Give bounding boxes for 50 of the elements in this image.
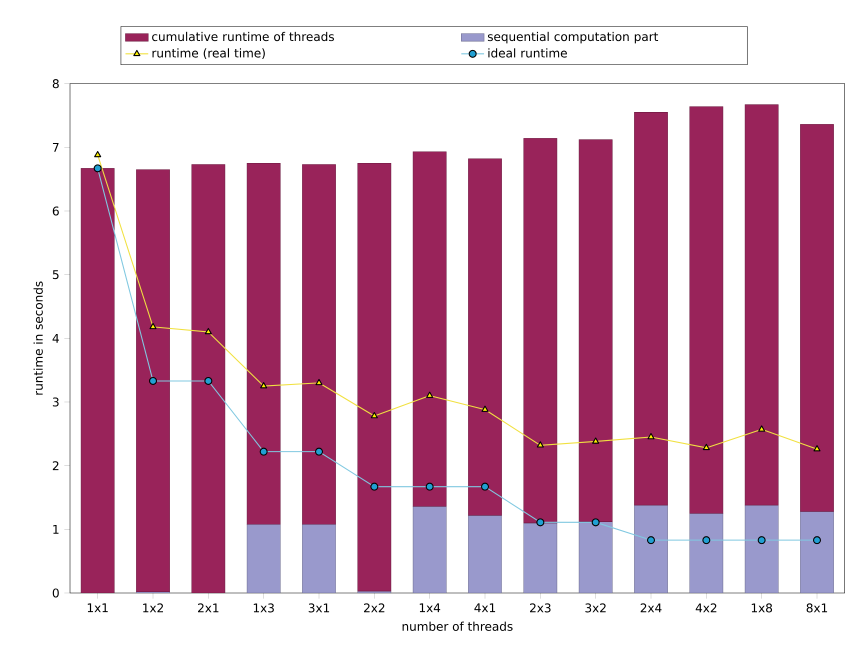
bar: [689, 513, 724, 593]
bar: [246, 524, 281, 593]
y-tick-label: 2: [52, 461, 58, 470]
x-tick-label: 2x1: [198, 603, 218, 612]
x-tick-label: 1x1: [88, 603, 108, 612]
bar: [136, 169, 170, 592]
legend-label: cumulative runtime of threads: [152, 32, 334, 42]
bar: [689, 106, 724, 514]
bar: [744, 504, 779, 593]
bar: [578, 139, 613, 522]
bar: [578, 521, 613, 593]
bar: [800, 124, 834, 512]
bar: [302, 524, 336, 593]
x-axis-title: number of threads: [402, 622, 513, 631]
x-tick-label: 2x3: [530, 603, 551, 612]
bar: [523, 138, 558, 524]
y-tick-label: 7: [52, 142, 59, 152]
bar: [468, 158, 502, 516]
x-tick-label: 1x3: [254, 603, 274, 612]
x-tick-label: 4x2: [696, 603, 716, 612]
y-tick-label: 3: [52, 397, 59, 407]
y-tick-label: 4: [52, 334, 59, 343]
x-tick-label: 1x2: [143, 603, 163, 612]
x-tick-label: 3x1: [308, 603, 330, 612]
legend-label: ideal runtime: [488, 48, 567, 58]
bar: [523, 522, 558, 593]
legend-label: sequential computation part: [488, 32, 658, 44]
y-axis-title: runtime in seconds: [34, 281, 43, 395]
bar: [191, 164, 226, 593]
x-tick-label: 2x4: [640, 603, 662, 612]
bar: [744, 104, 779, 506]
x-tick-label: 3x2: [585, 603, 606, 612]
x-tick-label: 1x8: [752, 603, 772, 612]
bar: [412, 152, 447, 507]
bar: [246, 162, 281, 524]
x-tick-label: 1x4: [420, 603, 440, 612]
x-tick-label: 2x2: [364, 603, 384, 612]
bar: [412, 506, 447, 593]
bar: [357, 162, 392, 592]
bar: [634, 112, 668, 506]
bar: [302, 164, 336, 524]
x-tick-label: 4x1: [474, 603, 496, 612]
y-tick-label: 8: [52, 79, 59, 88]
bar: [80, 168, 115, 593]
x-tick-label: 8x1: [806, 603, 828, 612]
y-tick-label: 1: [53, 524, 58, 534]
y-tick-label: 5: [52, 270, 59, 280]
legend-label: runtime (real time): [152, 48, 265, 59]
y-tick-label: 6: [52, 206, 59, 216]
y-tick-label: 0: [52, 588, 59, 598]
